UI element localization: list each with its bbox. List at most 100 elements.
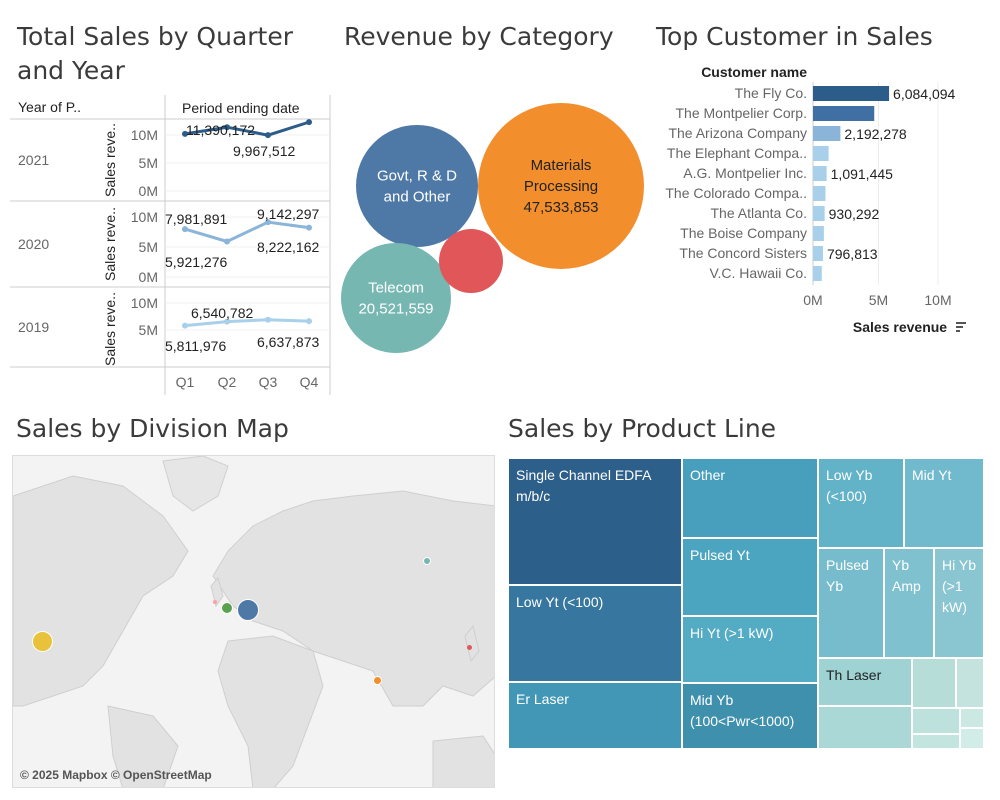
customer-bar	[813, 186, 826, 201]
bar-value-label: 1,091,445	[831, 166, 893, 182]
treemap-cell[interactable]: Hi Yt (>1 kW)	[682, 616, 818, 683]
data-label: 6,637,873	[257, 334, 319, 350]
treemap-cell[interactable]: Er Laser	[508, 682, 682, 749]
japan-point[interactable]	[467, 645, 472, 650]
map-land	[13, 456, 494, 787]
y-axis-label: Sales reve..	[102, 123, 118, 197]
year-label: 2021	[18, 152, 49, 168]
sort-icon	[956, 330, 960, 332]
south-america-shape	[107, 705, 179, 787]
treemap-label: Pulsed Yt	[690, 547, 750, 563]
treemap-label: Mid Yb (100<Pwr<1000)	[690, 692, 795, 729]
bubble-label: 20,521,559	[358, 301, 433, 318]
year-label: 2019	[18, 319, 49, 335]
treemap-cell[interactable]: Other	[682, 458, 818, 538]
treemap-cell[interactable]	[960, 728, 984, 749]
germany-point[interactable]	[237, 599, 259, 621]
data-label: 5,921,276	[165, 254, 227, 270]
treemap-cell[interactable]	[912, 658, 956, 708]
treemap-cell[interactable]: Th Laser	[818, 658, 912, 706]
bar-value-label: 930,292	[829, 206, 880, 222]
bubble-label: Telecom	[368, 280, 424, 297]
treemap-label: Hi Yt (>1 kW)	[690, 625, 774, 641]
y-tick-label: 10M	[131, 295, 158, 311]
customer-name-label: V.C. Hawaii Co.	[709, 265, 807, 281]
customer-chart-title: Top Customer in Sales	[656, 22, 933, 51]
uk-shape	[210, 576, 224, 608]
data-point	[306, 119, 312, 126]
ireland-point[interactable]	[213, 600, 217, 604]
column-header: Period ending date	[182, 100, 300, 116]
india-point[interactable]	[373, 676, 382, 685]
series-line-2020	[184, 220, 310, 244]
y-tick-label: 10M	[131, 209, 158, 225]
series-line-2019	[184, 318, 310, 328]
bubble-label: Materials	[531, 157, 592, 174]
treemap-label: Pulsed Yb	[826, 557, 869, 594]
treemap-cell[interactable]	[912, 708, 960, 734]
customer-name-label: A.G. Montpelier Inc.	[683, 165, 807, 181]
treemap-label: Mid Yt	[912, 467, 952, 483]
treemap-cell[interactable]: Mid Yt	[904, 458, 984, 548]
customer-name-label: The Arizona Company	[668, 125, 807, 141]
customer-bar	[813, 206, 825, 221]
treemap-cell[interactable]: Low Yb (<100)	[818, 458, 904, 548]
data-label: 7,981,891	[165, 211, 227, 227]
russia-point[interactable]	[423, 557, 431, 565]
treemap-label: Hi Yb (>1 kW)	[942, 557, 976, 615]
treemap-cell[interactable]: Single Channel EDFA m/b/c	[508, 458, 682, 585]
uk-point[interactable]	[221, 602, 233, 614]
division-map[interactable]: © 2025 Mapbox © OpenStreetMap	[12, 455, 495, 788]
customer-name-label: The Boise Company	[680, 225, 807, 241]
customer-bar-chart: Customer name 0M 5M 10M The Fly Co. 6,084,094…	[665, 64, 966, 335]
row-header: Year of P..	[18, 99, 81, 115]
sort-icon	[956, 326, 963, 328]
y-tick-label: 5M	[139, 239, 158, 255]
treemap-cell[interactable]	[960, 708, 984, 728]
y-tick-label: 5M	[139, 322, 158, 338]
data-label: 5,811,976	[165, 338, 226, 354]
bubble-label: 47,533,853	[523, 199, 598, 216]
treemap-label: Single Channel EDFA m/b/c	[516, 467, 651, 504]
y-tick-label: 10M	[131, 127, 158, 143]
data-point	[265, 316, 271, 323]
customer-bar	[813, 246, 823, 261]
treemap-cell[interactable]: Yb Amp	[884, 548, 934, 658]
treemap-cell[interactable]: Pulsed Yt	[682, 538, 818, 616]
x-tick-label: Q1	[176, 374, 195, 390]
product-treemap: Single Channel EDFA m/b/c Low Yt (<100) …	[508, 458, 984, 749]
data-point	[306, 318, 312, 325]
eurasia-shape	[212, 490, 494, 707]
bubble-label: Govt, R & D	[377, 168, 457, 185]
treemap-cell[interactable]	[956, 658, 984, 708]
y-tick-label: 0M	[139, 183, 158, 199]
treemap-cell[interactable]: Low Yt (<100)	[508, 585, 682, 682]
data-point	[182, 322, 188, 329]
sort-icon	[956, 322, 966, 324]
category-bubble	[356, 125, 478, 247]
year-label: 2020	[18, 236, 49, 252]
treemap-cell[interactable]: Pulsed Yb	[818, 548, 884, 658]
category-chart-title: Revenue by Category	[344, 22, 614, 51]
data-point	[306, 224, 312, 231]
greenland-shape	[162, 456, 229, 512]
treemap-cell[interactable]	[912, 734, 960, 749]
category-bubble	[341, 243, 451, 353]
data-label: 9,967,512	[233, 143, 295, 159]
map-title: Sales by Division Map	[16, 414, 289, 443]
treemap-cell[interactable]	[818, 706, 912, 749]
y-tick-label: 0M	[139, 269, 158, 285]
x-tick-label: Q3	[259, 374, 278, 390]
customer-bar	[813, 226, 824, 241]
us-point[interactable]	[32, 631, 53, 652]
quarter-line-chart: Year of P.. Period ending date 2021 Sales r…	[10, 95, 331, 395]
y-axis-label: Sales reve..	[102, 207, 118, 281]
x-tick-label: 5M	[869, 292, 888, 308]
x-axis-title: Sales revenue	[853, 319, 947, 335]
treemap-cell[interactable]: Mid Yb (100<Pwr<1000)	[682, 683, 818, 749]
treemap-label: Er Laser	[516, 691, 569, 707]
customer-bar	[813, 126, 841, 141]
quarter-chart-title: Total Sales by Quarter and Year	[17, 22, 294, 85]
treemap-cell[interactable]: Hi Yb (>1 kW)	[934, 548, 984, 658]
y-axis-title: Customer name	[701, 64, 807, 80]
